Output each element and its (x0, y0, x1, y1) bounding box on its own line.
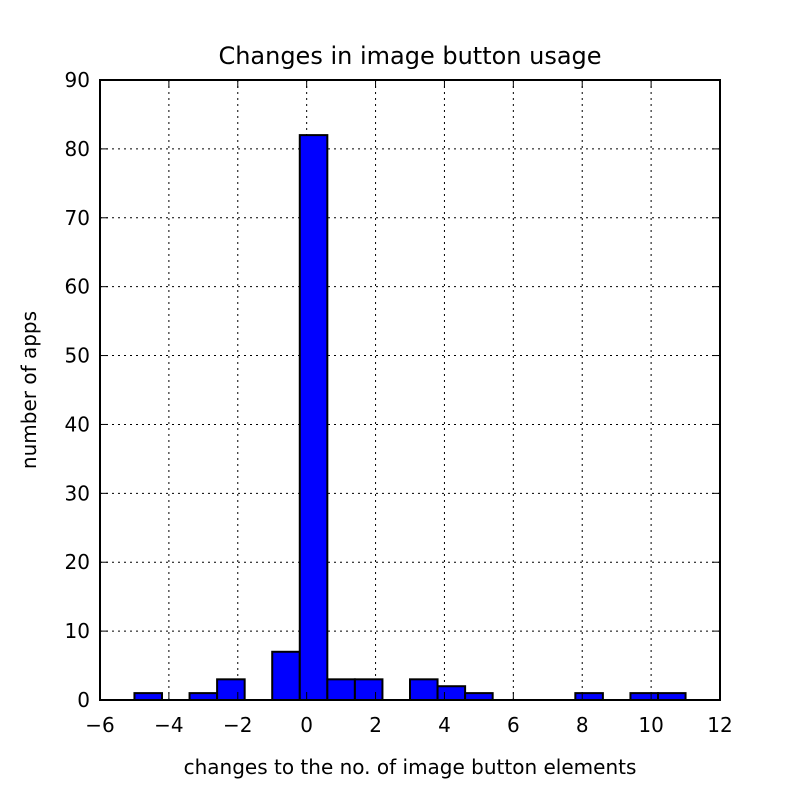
axis-ticks: −6 −4 −2 0 2 4 6 8 10 12 0 10 20 30 40 50 60 70 80 90 (65, 68, 733, 737)
histogram-bar (629, 692, 660, 701)
bars (133, 134, 687, 702)
histogram-bar (216, 678, 246, 701)
histogram-bar (133, 692, 163, 701)
y-axis-label: number of apps (17, 311, 41, 469)
x-tick-label: 2 (369, 713, 382, 737)
histogram-bar (574, 692, 604, 701)
histogram-bar (188, 692, 219, 701)
chart-title: Changes in image button usage (218, 42, 601, 70)
x-tick-label: −6 (85, 713, 114, 737)
histogram-bar (436, 685, 467, 702)
x-tick-label: 4 (438, 713, 451, 737)
x-tick-label: 8 (576, 713, 589, 737)
histogram-bar (409, 678, 439, 701)
y-tick-label: 20 (65, 550, 90, 574)
x-tick-label: −2 (223, 713, 252, 737)
histogram-bar (326, 678, 356, 701)
x-tick-label: −4 (154, 713, 183, 737)
x-tick-label: 10 (638, 713, 663, 737)
y-tick-label: 10 (65, 619, 90, 643)
y-tick-label: 80 (65, 137, 90, 161)
x-tick-label: 0 (300, 713, 313, 737)
x-tick-label: 12 (707, 713, 732, 737)
y-tick-label: 60 (65, 275, 90, 299)
x-tick-label: 6 (507, 713, 520, 737)
y-tick-label: 40 (65, 412, 90, 436)
y-tick-label: 30 (65, 481, 90, 505)
histogram-bar (353, 678, 384, 701)
y-tick-label: 0 (77, 688, 90, 712)
y-tick-label: 90 (65, 68, 90, 92)
x-axis-label: changes to the no. of image button eleme… (184, 755, 637, 779)
y-tick-label: 50 (65, 344, 90, 368)
histogram-bar (271, 650, 301, 701)
histogram-bar (464, 692, 494, 701)
y-tick-label: 70 (65, 206, 90, 230)
plot-frame (99, 79, 721, 701)
histogram-bar (657, 692, 687, 701)
histogram-bar (298, 134, 329, 702)
